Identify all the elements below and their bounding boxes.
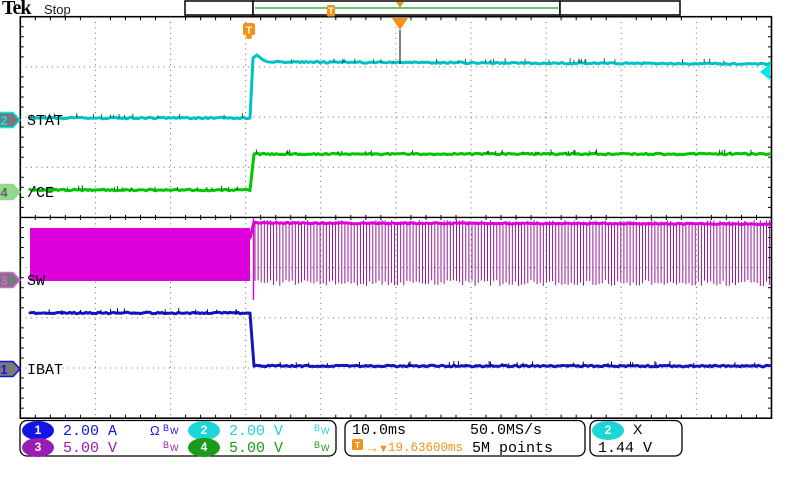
svg-text:2: 2 [201, 423, 208, 437]
svg-text:10.0ms: 10.0ms [352, 422, 406, 439]
svg-text:B: B [163, 440, 169, 450]
svg-text:5.00 V: 5.00 V [63, 440, 117, 457]
svg-text:W: W [170, 426, 179, 436]
svg-text:1.44 V: 1.44 V [598, 440, 652, 457]
svg-text:2.00 A: 2.00 A [63, 423, 117, 440]
svg-text:T: T [355, 440, 361, 450]
svg-text:5M points: 5M points [472, 440, 553, 457]
svg-text:50.0MS/s: 50.0MS/s [470, 422, 542, 439]
svg-text:Ω: Ω [150, 423, 160, 438]
svg-text:W: W [170, 443, 179, 453]
svg-text:X: X [633, 421, 643, 437]
svg-text:B: B [314, 440, 320, 450]
svg-text:B: B [314, 423, 320, 433]
svg-text:5.00 V: 5.00 V [229, 440, 283, 457]
svg-text:W: W [321, 426, 330, 436]
svg-text:3: 3 [35, 440, 42, 454]
svg-text:19.63600ms: 19.63600ms [388, 441, 463, 455]
svg-text:B: B [163, 423, 169, 433]
svg-text:W: W [321, 443, 330, 453]
svg-text:1: 1 [35, 423, 42, 437]
svg-text:2.00 V: 2.00 V [229, 423, 283, 440]
svg-text:4: 4 [201, 440, 208, 454]
svg-text:2: 2 [605, 423, 612, 437]
